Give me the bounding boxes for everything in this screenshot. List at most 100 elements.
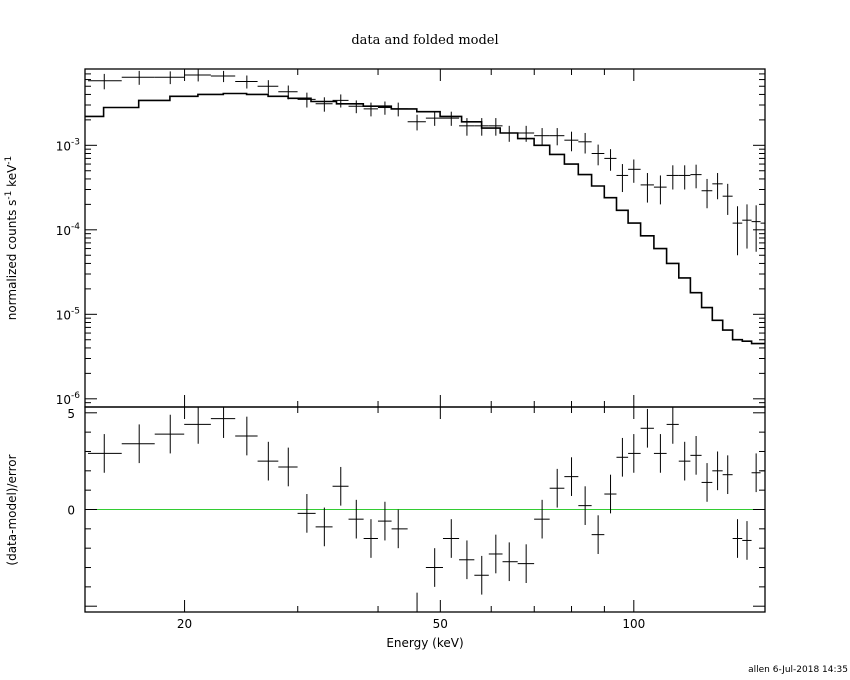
x-tick-label: 50 xyxy=(433,617,448,631)
data-point xyxy=(678,441,691,481)
data-point xyxy=(534,499,550,539)
data-point xyxy=(564,457,579,496)
data-point xyxy=(121,424,155,464)
data-point xyxy=(751,205,761,252)
data-point xyxy=(87,73,122,90)
data-point xyxy=(474,555,489,595)
data-point xyxy=(666,165,679,190)
data-point xyxy=(407,114,426,131)
spectrum-plot-frame xyxy=(84,68,766,408)
spectrum-ticks: 10-6 10-5 10-4 10-3 xyxy=(56,68,765,408)
data-point xyxy=(210,70,236,83)
data-point xyxy=(297,92,316,108)
data-point xyxy=(278,85,298,100)
data-point xyxy=(742,204,752,249)
data-point xyxy=(628,159,641,183)
data-point xyxy=(315,507,333,547)
data-point xyxy=(332,94,349,108)
data-point xyxy=(701,178,713,209)
data-point xyxy=(459,118,475,136)
data-point xyxy=(502,125,518,142)
data-point xyxy=(348,100,364,114)
data-point xyxy=(474,118,489,136)
data-point xyxy=(407,592,426,613)
spectrum-model xyxy=(85,92,765,345)
data-point xyxy=(690,164,702,189)
data-point xyxy=(732,206,743,256)
data-point xyxy=(578,486,592,525)
data-point xyxy=(442,111,460,126)
y-tick-label: 10-4 xyxy=(56,222,81,238)
data-point xyxy=(712,173,723,200)
footer-timestamp: allen 6-Jul-2018 14:35 xyxy=(748,665,848,675)
spectrum-panel: 10-6 10-5 10-4 10-3 normalized counts s-1 k… xyxy=(4,68,766,408)
data-point xyxy=(549,128,565,146)
data-point xyxy=(591,515,605,554)
data-point xyxy=(257,441,279,481)
residual-panel: 0 5 (data-model)/error xyxy=(5,406,766,613)
data-point xyxy=(442,519,460,558)
data-point xyxy=(732,519,743,558)
data-point xyxy=(678,165,691,190)
data-point xyxy=(640,408,654,448)
data-point xyxy=(722,455,733,495)
data-point xyxy=(87,434,122,473)
data-point xyxy=(315,97,333,112)
data-point xyxy=(742,521,752,560)
data-point xyxy=(616,437,629,477)
data-point xyxy=(760,451,766,491)
data-point xyxy=(534,128,550,146)
data-point xyxy=(121,70,155,85)
data-point xyxy=(459,540,475,580)
spectrum-y-axis-label: normalized counts s-1 keV-1 xyxy=(4,156,19,321)
data-point xyxy=(549,468,565,508)
data-point xyxy=(391,102,408,117)
data-point xyxy=(297,494,316,533)
residual-y-axis-label: (data-model)/error xyxy=(5,454,19,565)
data-point xyxy=(363,519,378,558)
x-tick-label: 100 xyxy=(622,617,645,631)
data-point xyxy=(488,534,503,574)
data-point xyxy=(564,131,579,152)
data-point xyxy=(257,80,279,94)
x-tick-label: 20 xyxy=(177,617,192,631)
residual-points xyxy=(87,407,766,613)
data-point xyxy=(604,149,617,171)
y-tick-label: 5 xyxy=(67,407,75,421)
data-point xyxy=(210,407,236,438)
data-point xyxy=(363,102,378,117)
data-point xyxy=(722,183,733,215)
data-point xyxy=(640,173,654,203)
data-point xyxy=(154,71,185,85)
data-point xyxy=(154,414,185,454)
data-point xyxy=(348,499,364,539)
data-point xyxy=(332,466,349,506)
data-point xyxy=(184,69,211,82)
data-point xyxy=(701,463,713,502)
data-point xyxy=(690,436,702,475)
y-tick-label: 10-6 xyxy=(56,391,81,407)
data-point xyxy=(653,434,667,473)
x-axis-label: Energy (keV) xyxy=(386,636,463,650)
data-point xyxy=(184,407,211,444)
chart-title: data and folded model xyxy=(351,33,498,48)
y-tick-label: 10-5 xyxy=(56,306,80,322)
data-point xyxy=(235,75,258,89)
data-point xyxy=(377,501,392,541)
data-point xyxy=(425,548,443,587)
x-axis-ticks: 20 50 100 xyxy=(177,69,645,631)
model-step-line xyxy=(85,92,765,345)
data-point xyxy=(502,542,518,582)
spectrum-points xyxy=(87,69,766,256)
data-point xyxy=(517,125,535,142)
data-point xyxy=(517,544,535,583)
data-point xyxy=(712,451,723,491)
data-point xyxy=(653,175,667,205)
data-point xyxy=(578,132,592,154)
data-point xyxy=(278,447,298,487)
data-point xyxy=(488,118,503,136)
data-point xyxy=(616,164,629,193)
data-point xyxy=(751,453,761,493)
data-point xyxy=(391,509,408,549)
